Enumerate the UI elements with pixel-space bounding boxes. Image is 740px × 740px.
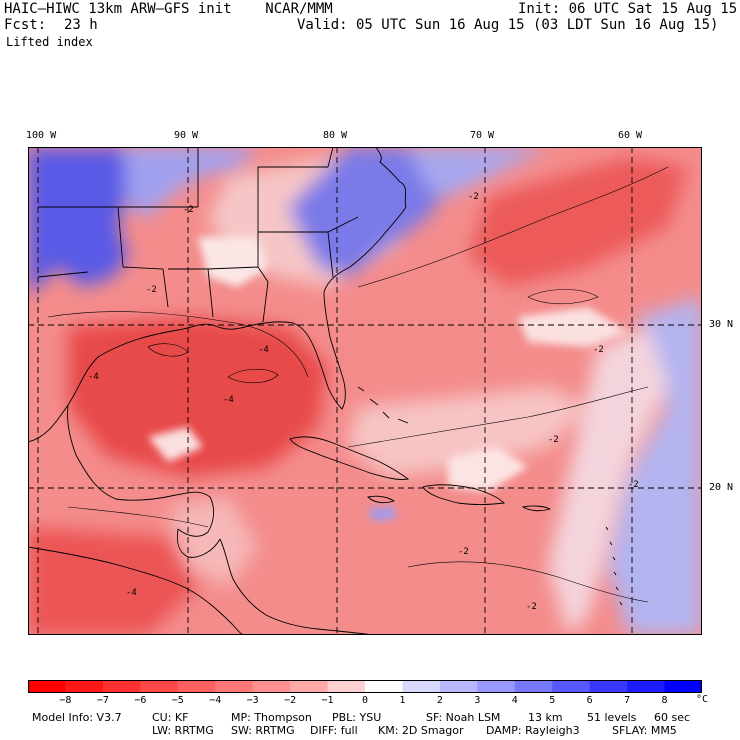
near-zero-patch-4 — [148, 427, 203, 462]
colorbar-tick-label: −3 — [246, 695, 259, 706]
model-info-1-7: 60 sec — [654, 711, 691, 724]
model-info-1-3: PBL: YSU — [332, 711, 382, 724]
colorbar-cell — [140, 680, 179, 693]
colorbar-cell — [327, 680, 366, 693]
positive-region-northwest — [28, 147, 128, 297]
colorbar-tick-label: 7 — [624, 695, 631, 706]
contour-lines — [47, 166, 669, 603]
field-name: Lifted index — [6, 35, 93, 49]
colorbar-cell — [252, 680, 291, 693]
map-frame — [28, 147, 702, 635]
model-info-1-1: CU: KF — [152, 711, 189, 724]
colorbar-tick-label: −7 — [96, 695, 109, 706]
colorbar-cell — [514, 680, 553, 693]
weak-region-centralam — [168, 497, 258, 587]
model-info-1-0: Model Info: V3.7 — [32, 711, 122, 724]
positive-region-plains — [123, 147, 258, 217]
model-info-2-2: DIFF: full — [310, 724, 358, 737]
colorbar-tick-label: −6 — [134, 695, 147, 706]
colorbar-cell — [477, 680, 516, 693]
contour-label: -4 — [223, 395, 234, 405]
colorbar-tick-label: −5 — [171, 695, 184, 706]
contour-label: -2 — [628, 480, 639, 490]
colorbar-cell — [552, 680, 591, 693]
near-zero-patch-2 — [448, 447, 528, 492]
lat-label-30n: 30 N — [709, 319, 734, 330]
contour-label: -2 — [526, 602, 537, 612]
colorbar-cell — [589, 680, 628, 693]
strong-negative-gulf — [68, 317, 328, 477]
colorbar-cell — [28, 680, 66, 693]
colorbar-cell — [365, 680, 403, 693]
model-info-2-5: SFLAY: MM5 — [612, 724, 677, 737]
lon-label-70w: 70 W — [470, 130, 495, 141]
positive-region-east — [608, 297, 702, 635]
weak-positive-patch-hispaniola — [368, 507, 398, 521]
positive-region-offshore — [408, 147, 548, 197]
lon-label-100w: 100 W — [26, 130, 57, 141]
lon-label-60w: 60 W — [618, 130, 643, 141]
model-info-1-2: MP: Thompson — [231, 711, 312, 724]
contour-labels: -2 -2 -4 -4 -2 -2 -2 -4 -2 -2 -4 -2 — [88, 192, 639, 612]
title-text: HAIC–HIWC 13km ARW–GFS init NCAR/MMM — [4, 1, 333, 17]
model-info-2-0: LW: RRTMG — [152, 724, 214, 737]
colorbar-tick-label: 8 — [661, 695, 668, 706]
forecast-label: Fcst: — [4, 17, 47, 33]
model-info-2-3: KM: 2D Smagor — [378, 724, 464, 737]
contour-label: -2 — [593, 345, 604, 355]
weak-region-caribbean — [348, 387, 588, 477]
model-info-1-6: 51 levels — [587, 711, 637, 724]
colorbar-cell — [402, 680, 441, 693]
model-info-1-5: 13 km — [528, 711, 563, 724]
colorbar-tick-label: 5 — [549, 695, 556, 706]
model-info-2-1: SW: RRTMG — [231, 724, 295, 737]
colorbar-cell — [439, 680, 478, 693]
colorbar-tick-label: 0 — [361, 695, 369, 706]
colorbar-cell — [664, 680, 702, 693]
colorbar-tick-label: −2 — [284, 695, 297, 706]
colorbar-tick-label: −4 — [209, 695, 222, 706]
valid-time: Valid: 05 UTC Sun 16 Aug 15 (03 LDT Sun … — [297, 17, 719, 33]
colorbar-tick-label: −1 — [321, 695, 334, 706]
lon-label-90w: 90 W — [174, 130, 199, 141]
strong-negative-southwest — [28, 527, 198, 635]
colorbar-tick-label: 6 — [586, 695, 593, 706]
near-zero-east — [548, 327, 668, 635]
colorbar-cell — [65, 680, 104, 693]
contour-label: -4 — [88, 372, 99, 382]
colorbar-tick-label: 1 — [399, 695, 406, 706]
colorbar-tick-label: 2 — [436, 695, 443, 706]
near-zero-patch-3 — [518, 307, 628, 347]
model-info-2-4: DAMP: Rayleigh3 — [486, 724, 580, 737]
contour-label: -4 — [258, 345, 269, 355]
near-zero-patch-1 — [198, 237, 268, 287]
colorbar-cell — [177, 680, 216, 693]
contour-label: -2 — [183, 205, 194, 215]
lifted-index-map: -2 -2 -4 -4 -2 -2 -2 -4 -2 -2 -4 -2 — [28, 147, 702, 635]
colorbar-cell — [102, 680, 141, 693]
contour-label: -2 — [458, 547, 469, 557]
coastlines — [28, 147, 623, 635]
positive-region-midatlantic — [288, 147, 458, 277]
init-time: Init: 06 UTC Sat 15 Aug 15 — [518, 1, 738, 17]
colorbar-cell — [215, 680, 254, 693]
contour-label: -2 — [146, 285, 157, 295]
colorbar-tick-label: −8 — [59, 695, 72, 706]
colorbar — [28, 680, 702, 693]
contour-label: -4 — [126, 588, 137, 598]
colorbar-cell — [290, 680, 329, 693]
colorbar-cell — [627, 680, 666, 693]
model-info-1-4: SF: Noah LSM — [426, 711, 501, 724]
forecast-hour: 23 h — [64, 17, 98, 33]
contour-label: -2 — [468, 192, 479, 202]
strong-negative-atlantic — [468, 157, 688, 287]
contour-label: -2 — [548, 435, 559, 445]
colorbar-tick-label: 3 — [474, 695, 481, 706]
lat-label-20n: 20 N — [709, 482, 734, 493]
colorbar-unit: °C — [696, 694, 709, 705]
colorbar-tick-label: 4 — [511, 695, 518, 706]
lon-label-80w: 80 W — [323, 130, 348, 141]
